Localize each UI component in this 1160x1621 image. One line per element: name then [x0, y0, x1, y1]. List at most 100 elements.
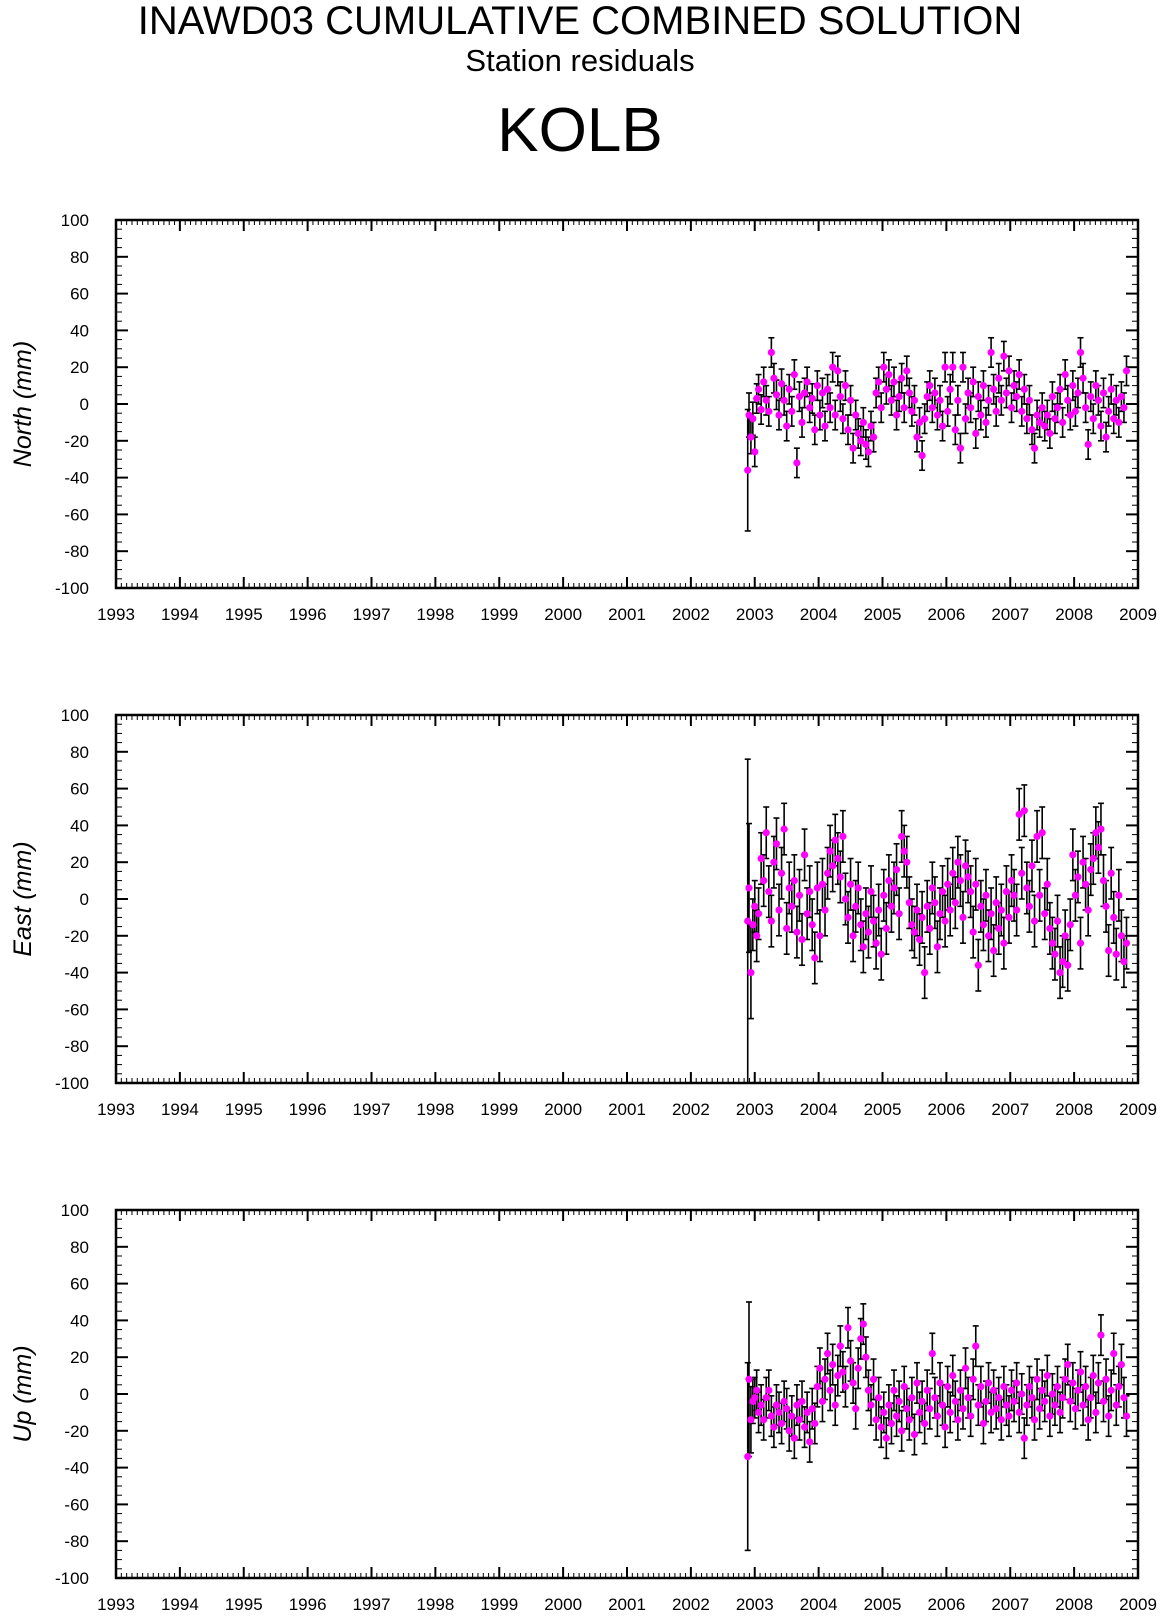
east-data-point: [790, 877, 798, 885]
up-y-tick-label: -20: [64, 1422, 89, 1441]
up-data-point: [1061, 1375, 1069, 1383]
north-data-point: [754, 385, 763, 393]
up-data-point: [793, 1401, 801, 1409]
north-data-point: [839, 415, 847, 423]
up-data-point: [977, 1383, 985, 1391]
north-data-point: [923, 393, 931, 401]
east-data-point: [852, 902, 860, 910]
up-data-point: [1082, 1383, 1090, 1391]
north-data-point: [1056, 385, 1064, 393]
up-data-point: [869, 1375, 878, 1383]
north-x-tick-label: 1996: [289, 605, 327, 624]
north-y-tick-label: 60: [70, 285, 89, 304]
up-data-point: [1076, 1368, 1085, 1376]
north-data-point: [959, 363, 967, 371]
east-data-point: [821, 906, 829, 914]
up-data-point: [1025, 1383, 1034, 1391]
north-data-point: [938, 422, 947, 430]
north-y-tick-label: -20: [64, 432, 89, 451]
east-data-point: [1030, 917, 1039, 925]
east-x-tick-label: 2000: [544, 1100, 582, 1119]
north-data-point: [772, 391, 781, 399]
north-panel: 1993 1994 1995 1996 1997 1998 1999 2000 2001 2002…: [9, 211, 1157, 624]
east-data-point: [984, 932, 993, 940]
east-data-point: [1046, 924, 1054, 933]
east-x-tick-label: 2008: [1055, 1100, 1093, 1119]
up-data-point: [857, 1335, 865, 1343]
up-data-point: [1094, 1379, 1102, 1387]
north-data-point: [1107, 385, 1115, 393]
north-data-point: [1007, 404, 1016, 412]
north-data-point: [1046, 429, 1054, 438]
east-y-tick-label: -60: [64, 1000, 89, 1019]
north-data-point: [1028, 426, 1036, 434]
north-x-tick-label: 2002: [672, 605, 710, 624]
up-x-tick-label: 2004: [800, 1595, 838, 1614]
east-data-point: [890, 884, 898, 892]
east-data-point: [1020, 807, 1028, 815]
east-data-point: [788, 902, 796, 910]
north-x-tick-label: 1999: [480, 605, 518, 624]
east-data-point: [806, 888, 814, 896]
north-plot-frame: [114, 218, 1140, 590]
east-data-point: [946, 906, 954, 914]
east-data-point: [1056, 969, 1064, 977]
up-data-point: [747, 1416, 755, 1424]
up-x-tick-label: 2005: [864, 1595, 902, 1614]
up-y-tick-label: 40: [70, 1311, 89, 1330]
east-data-point: [795, 891, 804, 899]
north-data-point: [887, 396, 896, 404]
up-data-point: [854, 1364, 862, 1372]
east-data-point: [977, 902, 985, 910]
north-data-point: [803, 378, 811, 386]
up-data-point: [892, 1412, 901, 1420]
east-data-point: [892, 865, 901, 874]
east-data-point: [1005, 913, 1013, 921]
north-data-point: [872, 389, 880, 397]
east-data-point: [867, 888, 875, 896]
east-data-point: [745, 884, 753, 892]
east-data-point: [969, 928, 977, 936]
north-data-point: [862, 440, 870, 449]
east-data-point: [918, 913, 926, 921]
east-data-point: [995, 924, 1003, 933]
north-data-point: [913, 433, 921, 441]
east-data-point: [997, 906, 1005, 914]
up-data-point: [1110, 1349, 1118, 1358]
up-data-point: [915, 1408, 924, 1416]
east-data-point: [1122, 939, 1131, 947]
north-data-point: [1112, 396, 1120, 404]
north-y-tick-label: 80: [70, 248, 89, 267]
north-x-tick-label: 1998: [416, 605, 454, 624]
up-data-point: [941, 1423, 949, 1431]
up-data-point: [972, 1342, 980, 1350]
north-data-point: [892, 411, 901, 419]
up-data-point: [900, 1383, 908, 1391]
up-data-point: [790, 1434, 798, 1442]
east-data-point: [1002, 888, 1011, 896]
up-data-point: [1018, 1390, 1026, 1398]
north-data-point: [859, 418, 867, 426]
east-data-point: [921, 969, 929, 977]
up-x-tick-label: 2007: [991, 1595, 1029, 1614]
up-x-tick-label: 1998: [416, 1595, 454, 1614]
north-data-point: [895, 393, 903, 401]
up-data-point: [751, 1394, 759, 1402]
east-data-point: [744, 917, 752, 925]
chart-subtitle: Station residuals: [465, 43, 695, 78]
north-data-point: [744, 466, 752, 474]
up-data-point: [1056, 1408, 1064, 1416]
up-data-point: [1122, 1412, 1131, 1420]
north-data-point: [869, 433, 878, 441]
east-data-point: [841, 895, 850, 903]
north-data-point: [854, 429, 862, 438]
up-data-point: [913, 1379, 921, 1387]
up-data-point: [961, 1364, 970, 1372]
north-data-point: [844, 426, 852, 434]
north-data-point: [992, 407, 1000, 415]
north-data-point: [793, 459, 801, 467]
east-data-point: [854, 884, 862, 892]
east-data-point: [770, 858, 778, 866]
up-y-tick-label: -60: [64, 1495, 89, 1514]
up-data-point: [987, 1408, 995, 1416]
